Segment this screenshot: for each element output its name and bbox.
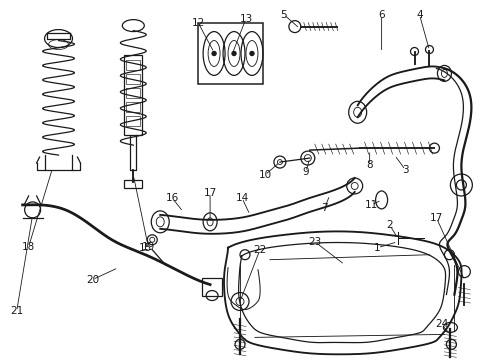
- Text: 13: 13: [239, 14, 252, 24]
- Text: 24: 24: [434, 319, 447, 329]
- Text: 15: 15: [139, 243, 152, 253]
- Text: 12: 12: [191, 18, 204, 28]
- Text: 18: 18: [22, 242, 35, 252]
- Text: 2: 2: [386, 220, 392, 230]
- Text: 19: 19: [142, 242, 155, 252]
- Text: 21: 21: [10, 306, 23, 316]
- Bar: [124, 55, 142, 135]
- Text: 22: 22: [253, 245, 266, 255]
- Ellipse shape: [212, 51, 216, 55]
- Ellipse shape: [249, 51, 253, 55]
- Bar: [126, 116, 140, 126]
- Text: 9: 9: [302, 167, 308, 177]
- Text: 14: 14: [235, 193, 248, 203]
- Text: 23: 23: [307, 237, 321, 247]
- Text: 11: 11: [364, 200, 378, 210]
- Text: 1: 1: [373, 243, 380, 253]
- Text: 4: 4: [415, 10, 422, 20]
- Bar: [126, 88, 140, 98]
- Bar: [126, 60, 140, 71]
- Bar: [126, 102, 140, 112]
- Bar: [202, 278, 222, 296]
- Bar: [198, 23, 263, 84]
- Text: 7: 7: [321, 203, 327, 213]
- Ellipse shape: [232, 51, 236, 55]
- Bar: [126, 75, 140, 84]
- Bar: [124, 180, 142, 188]
- Text: 5: 5: [280, 10, 286, 20]
- Text: 16: 16: [165, 193, 179, 203]
- Text: 8: 8: [366, 160, 372, 170]
- Text: 20: 20: [86, 275, 99, 285]
- Text: 17: 17: [203, 188, 216, 198]
- Text: 17: 17: [429, 213, 442, 223]
- Text: 6: 6: [378, 10, 384, 20]
- Text: 3: 3: [402, 165, 408, 175]
- Text: 10: 10: [258, 170, 271, 180]
